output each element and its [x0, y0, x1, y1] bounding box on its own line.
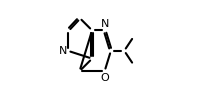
Text: N: N — [100, 19, 108, 29]
Text: O: O — [100, 73, 108, 83]
Text: N: N — [58, 46, 67, 56]
